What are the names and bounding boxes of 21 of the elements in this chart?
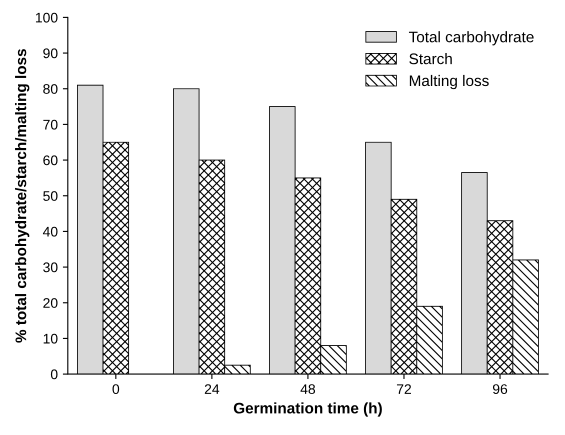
- y-tick-label: 80: [43, 84, 58, 94]
- x-tick-label: 72: [396, 384, 412, 394]
- y-tick-label: 40: [42, 226, 58, 237]
- y-tick-label: 0: [50, 369, 58, 380]
- y-axis-title: % total carbohydrate/starch/malting loss: [15, 49, 30, 343]
- legend-label: Total carbohydrate: [408, 31, 534, 46]
- legend-label: Starch: [409, 53, 452, 64]
- legend-label: Malting loss: [410, 74, 489, 90]
- x-tick-label: 0: [112, 384, 120, 394]
- y-tick-label: 30: [43, 262, 58, 272]
- y-tick-label: 100: [36, 12, 58, 23]
- x-tick-label: 48: [300, 384, 316, 394]
- y-tick-label: 90: [43, 48, 58, 58]
- y-tick-label: 70: [43, 120, 58, 130]
- x-axis-title: Germination time (h): [234, 402, 382, 417]
- y-tick-label: 60: [43, 155, 58, 166]
- y-tick-label: 10: [44, 334, 58, 344]
- y-tick-label: 20: [43, 298, 58, 308]
- x-tick-label: 96: [492, 384, 508, 394]
- x-tick-label: 24: [204, 384, 220, 394]
- y-tick-label: 50: [43, 191, 58, 201]
